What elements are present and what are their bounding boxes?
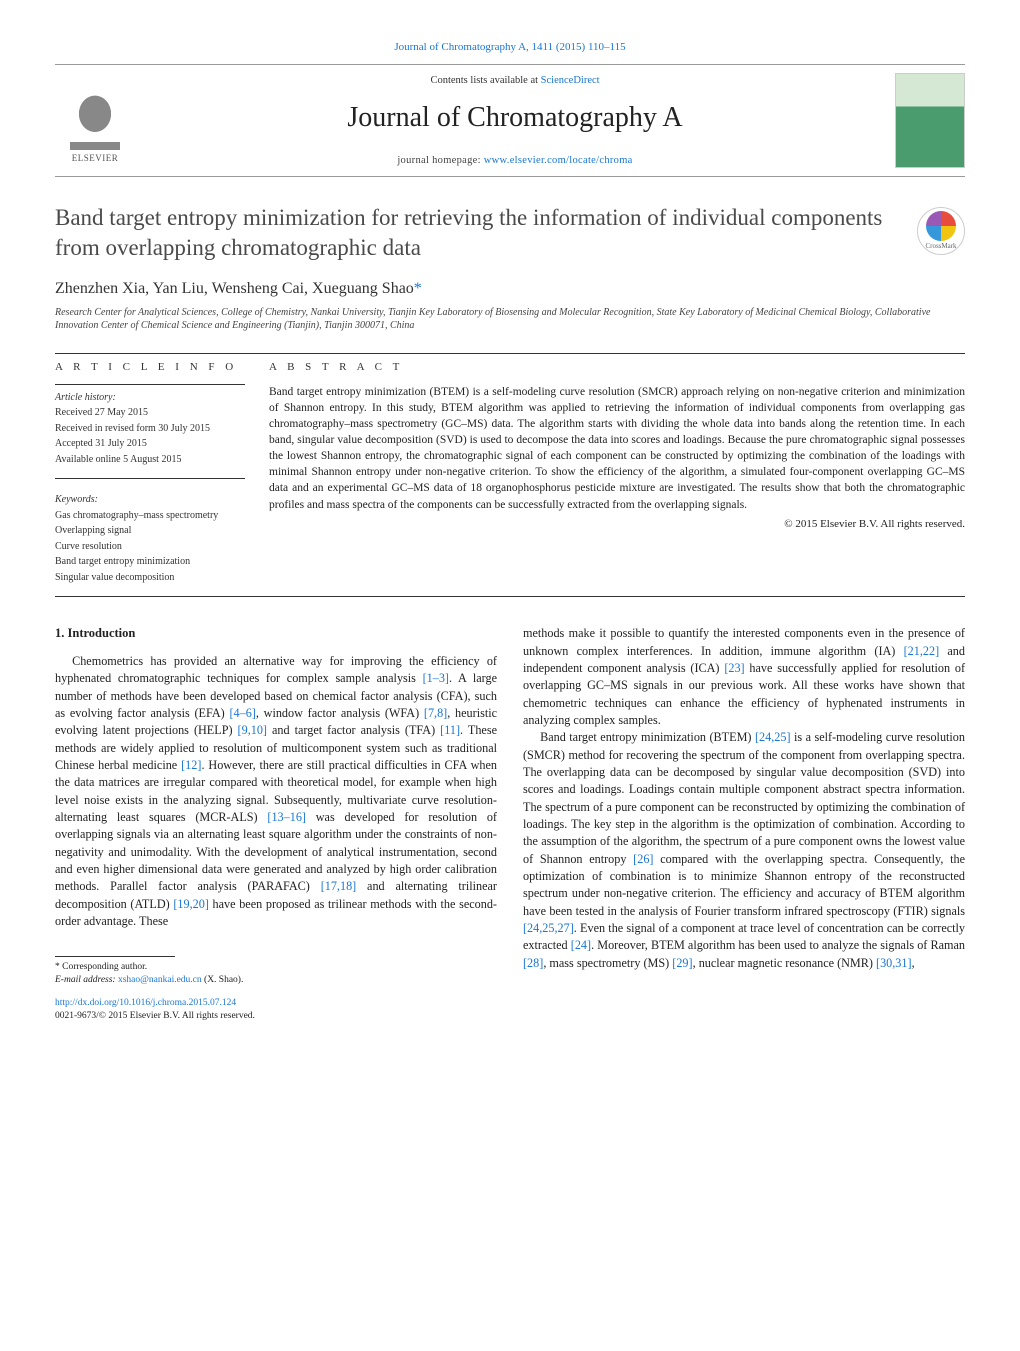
crossmark-icon xyxy=(926,211,956,241)
journal-cover-thumbnail xyxy=(895,73,965,168)
text-run: and target factor analysis (TFA) xyxy=(267,723,440,737)
text-run: . Moreover, BTEM algorithm has been used… xyxy=(591,938,965,952)
title-row: Band target entropy minimization for ret… xyxy=(55,203,965,263)
info-subrule-1 xyxy=(55,384,245,385)
text-run: Band target entropy minimization (BTEM) xyxy=(540,730,755,744)
history-revised: Received in revised form 30 July 2015 xyxy=(55,422,245,436)
crossmark-badge[interactable]: CrossMark xyxy=(917,207,965,255)
citation-ref[interactable]: [11] xyxy=(440,723,460,737)
citation-ref[interactable]: [4–6] xyxy=(229,706,255,720)
corresponding-marker: * xyxy=(414,280,422,297)
text-run: , mass spectrometry (MS) xyxy=(543,956,672,970)
journal-name: Journal of Chromatography A xyxy=(135,98,895,139)
citation-ref[interactable]: [23] xyxy=(724,661,744,675)
corresponding-email-link[interactable]: xshao@nankai.edu.cn xyxy=(118,975,202,985)
text-run: , window factor analysis (WFA) xyxy=(256,706,424,720)
journal-homepage-line: journal homepage: www.elsevier.com/locat… xyxy=(135,153,895,168)
citation-ref[interactable]: [7,8] xyxy=(424,706,447,720)
text-run: , xyxy=(912,956,915,970)
history-accepted: Accepted 31 July 2015 xyxy=(55,437,245,451)
citation-ref[interactable]: [19,20] xyxy=(173,897,209,911)
body-column-left: 1. Introduction Chemometrics has provide… xyxy=(55,625,497,1024)
keyword-item: Gas chromatography–mass spectrometry xyxy=(55,509,245,523)
citation-ref[interactable]: [13–16] xyxy=(267,810,306,824)
citation-ref[interactable]: [24,25] xyxy=(755,730,791,744)
text-run: is a self-modeling curve resolution (SMC… xyxy=(523,730,965,865)
section-heading-introduction: 1. Introduction xyxy=(55,625,497,643)
footnote-separator xyxy=(55,956,175,957)
citation-ref[interactable]: [26] xyxy=(633,852,653,866)
history-label: Article history: xyxy=(55,391,245,405)
body-column-right: methods make it possible to quantify the… xyxy=(523,625,965,1024)
publisher-label: ELSEVIER xyxy=(72,152,119,165)
keywords-label: Keywords: xyxy=(55,493,245,507)
page-container: Journal of Chromatography A, 1411 (2015)… xyxy=(0,0,1020,1054)
publisher-logo: ELSEVIER xyxy=(55,75,135,165)
citation-ref[interactable]: [24,25,27] xyxy=(523,921,574,935)
article-info-column: a r t i c l e i n f o Article history: R… xyxy=(55,360,245,586)
citation-ref[interactable]: [1–3] xyxy=(423,671,449,685)
intro-paragraph: Chemometrics has provided an alternative… xyxy=(55,653,497,930)
article-title: Band target entropy minimization for ret… xyxy=(55,203,903,263)
doi-link[interactable]: http://dx.doi.org/10.1016/j.chroma.2015.… xyxy=(55,998,236,1008)
top-rule xyxy=(55,353,965,354)
author-list: Zhenzhen Xia, Yan Liu, Wensheng Cai, Xue… xyxy=(55,277,965,300)
info-subrule-2 xyxy=(55,478,245,479)
history-received: Received 27 May 2015 xyxy=(55,406,245,420)
article-info-heading: a r t i c l e i n f o xyxy=(55,360,245,376)
abstract-heading: a b s t r a c t xyxy=(269,360,965,376)
keyword-item: Singular value decomposition xyxy=(55,571,245,585)
abstract-bottom-rule xyxy=(55,596,965,597)
citation-ref[interactable]: [17,18] xyxy=(321,879,357,893)
citation-ref[interactable]: [21,22] xyxy=(904,644,940,658)
keyword-item: Curve resolution xyxy=(55,540,245,554)
homepage-link[interactable]: www.elsevier.com/locate/chroma xyxy=(484,155,633,166)
history-online: Available online 5 August 2015 xyxy=(55,453,245,467)
meta-abstract-block: a r t i c l e i n f o Article history: R… xyxy=(55,360,965,586)
affiliation: Research Center for Analytical Sciences,… xyxy=(55,306,965,333)
intro-paragraph-2: Band target entropy minimization (BTEM) … xyxy=(523,729,965,972)
sciencedirect-link[interactable]: ScienceDirect xyxy=(541,75,600,86)
intro-paragraph-cont: methods make it possible to quantify the… xyxy=(523,625,965,729)
citation-ref[interactable]: [29] xyxy=(672,956,692,970)
doi-block: http://dx.doi.org/10.1016/j.chroma.2015.… xyxy=(55,997,497,1024)
corr-label: * Corresponding author. xyxy=(55,961,497,974)
keyword-item: Band target entropy minimization xyxy=(55,555,245,569)
keyword-item: Overlapping signal xyxy=(55,524,245,538)
corresponding-author-note: * Corresponding author. E-mail address: … xyxy=(55,961,497,987)
text-run: methods make it possible to quantify the… xyxy=(523,626,965,657)
body-columns: 1. Introduction Chemometrics has provide… xyxy=(55,625,965,1024)
abstract-copyright: © 2015 Elsevier B.V. All rights reserved… xyxy=(269,517,965,533)
elsevier-tree-icon xyxy=(70,95,120,150)
text-run: , nuclear magnetic resonance (NMR) xyxy=(693,956,876,970)
email-label: E-mail address: xyxy=(55,975,118,985)
abstract-column: a b s t r a c t Band target entropy mini… xyxy=(269,360,965,586)
crossmark-label: CrossMark xyxy=(925,241,956,251)
header-center: Contents lists available at ScienceDirec… xyxy=(135,73,895,168)
homepage-prefix: journal homepage: xyxy=(397,155,483,166)
citation-ref[interactable]: [24] xyxy=(571,938,591,952)
journal-header-bar: ELSEVIER Contents lists available at Sci… xyxy=(55,64,965,177)
authors-text: Zhenzhen Xia, Yan Liu, Wensheng Cai, Xue… xyxy=(55,280,414,297)
header-citation: Journal of Chromatography A, 1411 (2015)… xyxy=(55,40,965,56)
email-line: E-mail address: xshao@nankai.edu.cn (X. … xyxy=(55,974,497,987)
abstract-text: Band target entropy minimization (BTEM) … xyxy=(269,384,965,513)
citation-ref[interactable]: [28] xyxy=(523,956,543,970)
contents-available-line: Contents lists available at ScienceDirec… xyxy=(135,73,895,88)
issn-copyright-line: 0021-9673/© 2015 Elsevier B.V. All right… xyxy=(55,1010,497,1023)
citation-ref[interactable]: [12] xyxy=(181,758,201,772)
citation-ref[interactable]: [30,31] xyxy=(876,956,912,970)
citation-ref[interactable]: [9,10] xyxy=(238,723,267,737)
contents-prefix: Contents lists available at xyxy=(430,75,540,86)
email-suffix: (X. Shao). xyxy=(202,975,244,985)
